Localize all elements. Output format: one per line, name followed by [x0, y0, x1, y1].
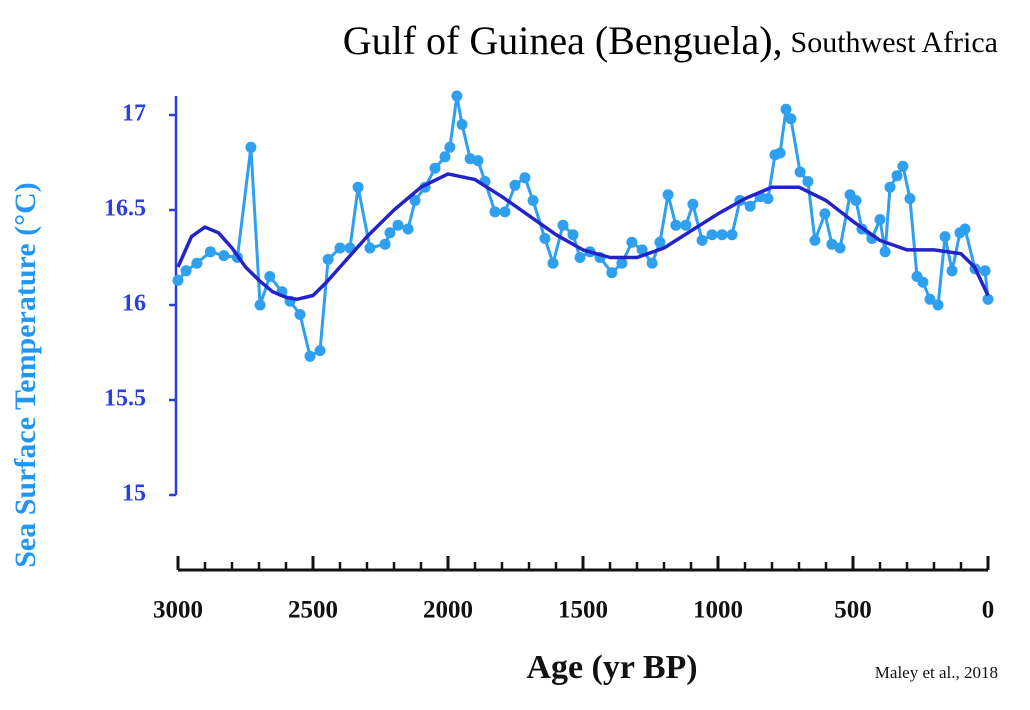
x-tick-label: 2000: [423, 597, 473, 624]
data-point: [924, 293, 936, 305]
y-axis-label: Sea Surface Temperature (°C): [9, 182, 42, 568]
data-point: [802, 176, 814, 187]
data-point: [762, 193, 774, 205]
data-point: [780, 103, 792, 115]
data-point: [904, 193, 916, 205]
data-point: [489, 206, 501, 218]
data-point: [646, 257, 658, 269]
data-point: [379, 238, 391, 250]
data-point: [451, 90, 463, 102]
data-point: [392, 219, 404, 231]
data-point: [979, 265, 991, 277]
data-point: [706, 229, 718, 241]
y-tick-label: 15.5: [104, 386, 146, 412]
series-line: [176, 172, 990, 302]
x-tick-label: 1500: [558, 597, 608, 624]
data-point: [539, 233, 551, 244]
x-tick-label: 3000: [153, 597, 203, 624]
y-tick-label: 16: [122, 291, 146, 317]
data-point: [850, 195, 862, 206]
data-point: [218, 250, 230, 262]
data-point: [874, 214, 886, 225]
data-point: [444, 141, 456, 153]
data-point: [834, 242, 846, 254]
data-point: [304, 350, 316, 362]
data-point: [254, 299, 266, 311]
data-point: [567, 229, 579, 241]
data-point: [439, 151, 451, 163]
data-point: [204, 246, 216, 258]
data-point: [917, 276, 929, 288]
data-point: [939, 231, 951, 243]
data-point: [402, 223, 414, 235]
data-point: [245, 141, 257, 153]
data-point: [191, 257, 203, 269]
x-tick-label: 2500: [288, 597, 338, 624]
data-point: [352, 181, 364, 193]
data-point: [364, 242, 376, 254]
data-point: [172, 274, 184, 286]
data-point: [574, 252, 586, 263]
data-point: [409, 195, 421, 206]
data-point: [687, 198, 699, 210]
data-point: [785, 113, 797, 125]
data-point: [456, 119, 468, 130]
data-point: [959, 223, 971, 235]
data-point: [809, 234, 821, 246]
data-point: [557, 219, 569, 231]
chart-subtitle: Southwest Africa: [791, 26, 998, 59]
data-point: [294, 309, 306, 320]
data-point: [264, 271, 276, 282]
data-point: [716, 229, 728, 241]
data-point: [334, 242, 346, 254]
data-point: [982, 293, 994, 305]
data-point: [499, 206, 511, 218]
data-point: [891, 170, 903, 182]
data-point: [884, 181, 896, 193]
x-axis-label: Age (yr BP): [526, 649, 697, 686]
data-point: [662, 189, 674, 201]
data-point: [616, 257, 628, 269]
data-point: [429, 162, 441, 174]
data-point: [547, 257, 559, 269]
data-point: [819, 208, 831, 220]
data-point: [670, 219, 682, 231]
x-tick-label: 1000: [693, 597, 743, 624]
data-point: [744, 200, 756, 212]
data-point: [680, 219, 692, 231]
data-point: [519, 172, 531, 184]
x-tick-label: 0: [982, 597, 995, 624]
data-point: [509, 179, 521, 191]
data-point: [696, 234, 708, 246]
data-point: [606, 267, 618, 279]
data-point: [726, 229, 738, 241]
x-tick-label: 500: [834, 597, 872, 624]
y-tick-label: 17: [122, 101, 146, 127]
data-point: [879, 246, 891, 258]
chart-title-group: Gulf of Guinea (Benguela), Southwest Afri…: [343, 18, 998, 63]
data-point: [180, 265, 192, 277]
data-point: [472, 155, 484, 167]
data-point: [946, 265, 958, 277]
data-point: [654, 236, 666, 248]
source: Maley et al., 2018: [875, 663, 998, 682]
data-point: [322, 253, 334, 265]
data-point: [932, 299, 944, 311]
data-point: [626, 236, 638, 248]
data-point: [636, 244, 648, 256]
chart-title: Gulf of Guinea (Benguela),: [343, 18, 783, 63]
y-tick-label: 16.5: [104, 196, 146, 222]
data-point: [314, 345, 326, 357]
data-point: [774, 147, 786, 159]
data-point: [384, 227, 396, 239]
y-tick-label: 15: [122, 481, 146, 507]
data-point: [794, 166, 806, 178]
data-point: [527, 195, 539, 206]
data-point: [897, 160, 909, 172]
